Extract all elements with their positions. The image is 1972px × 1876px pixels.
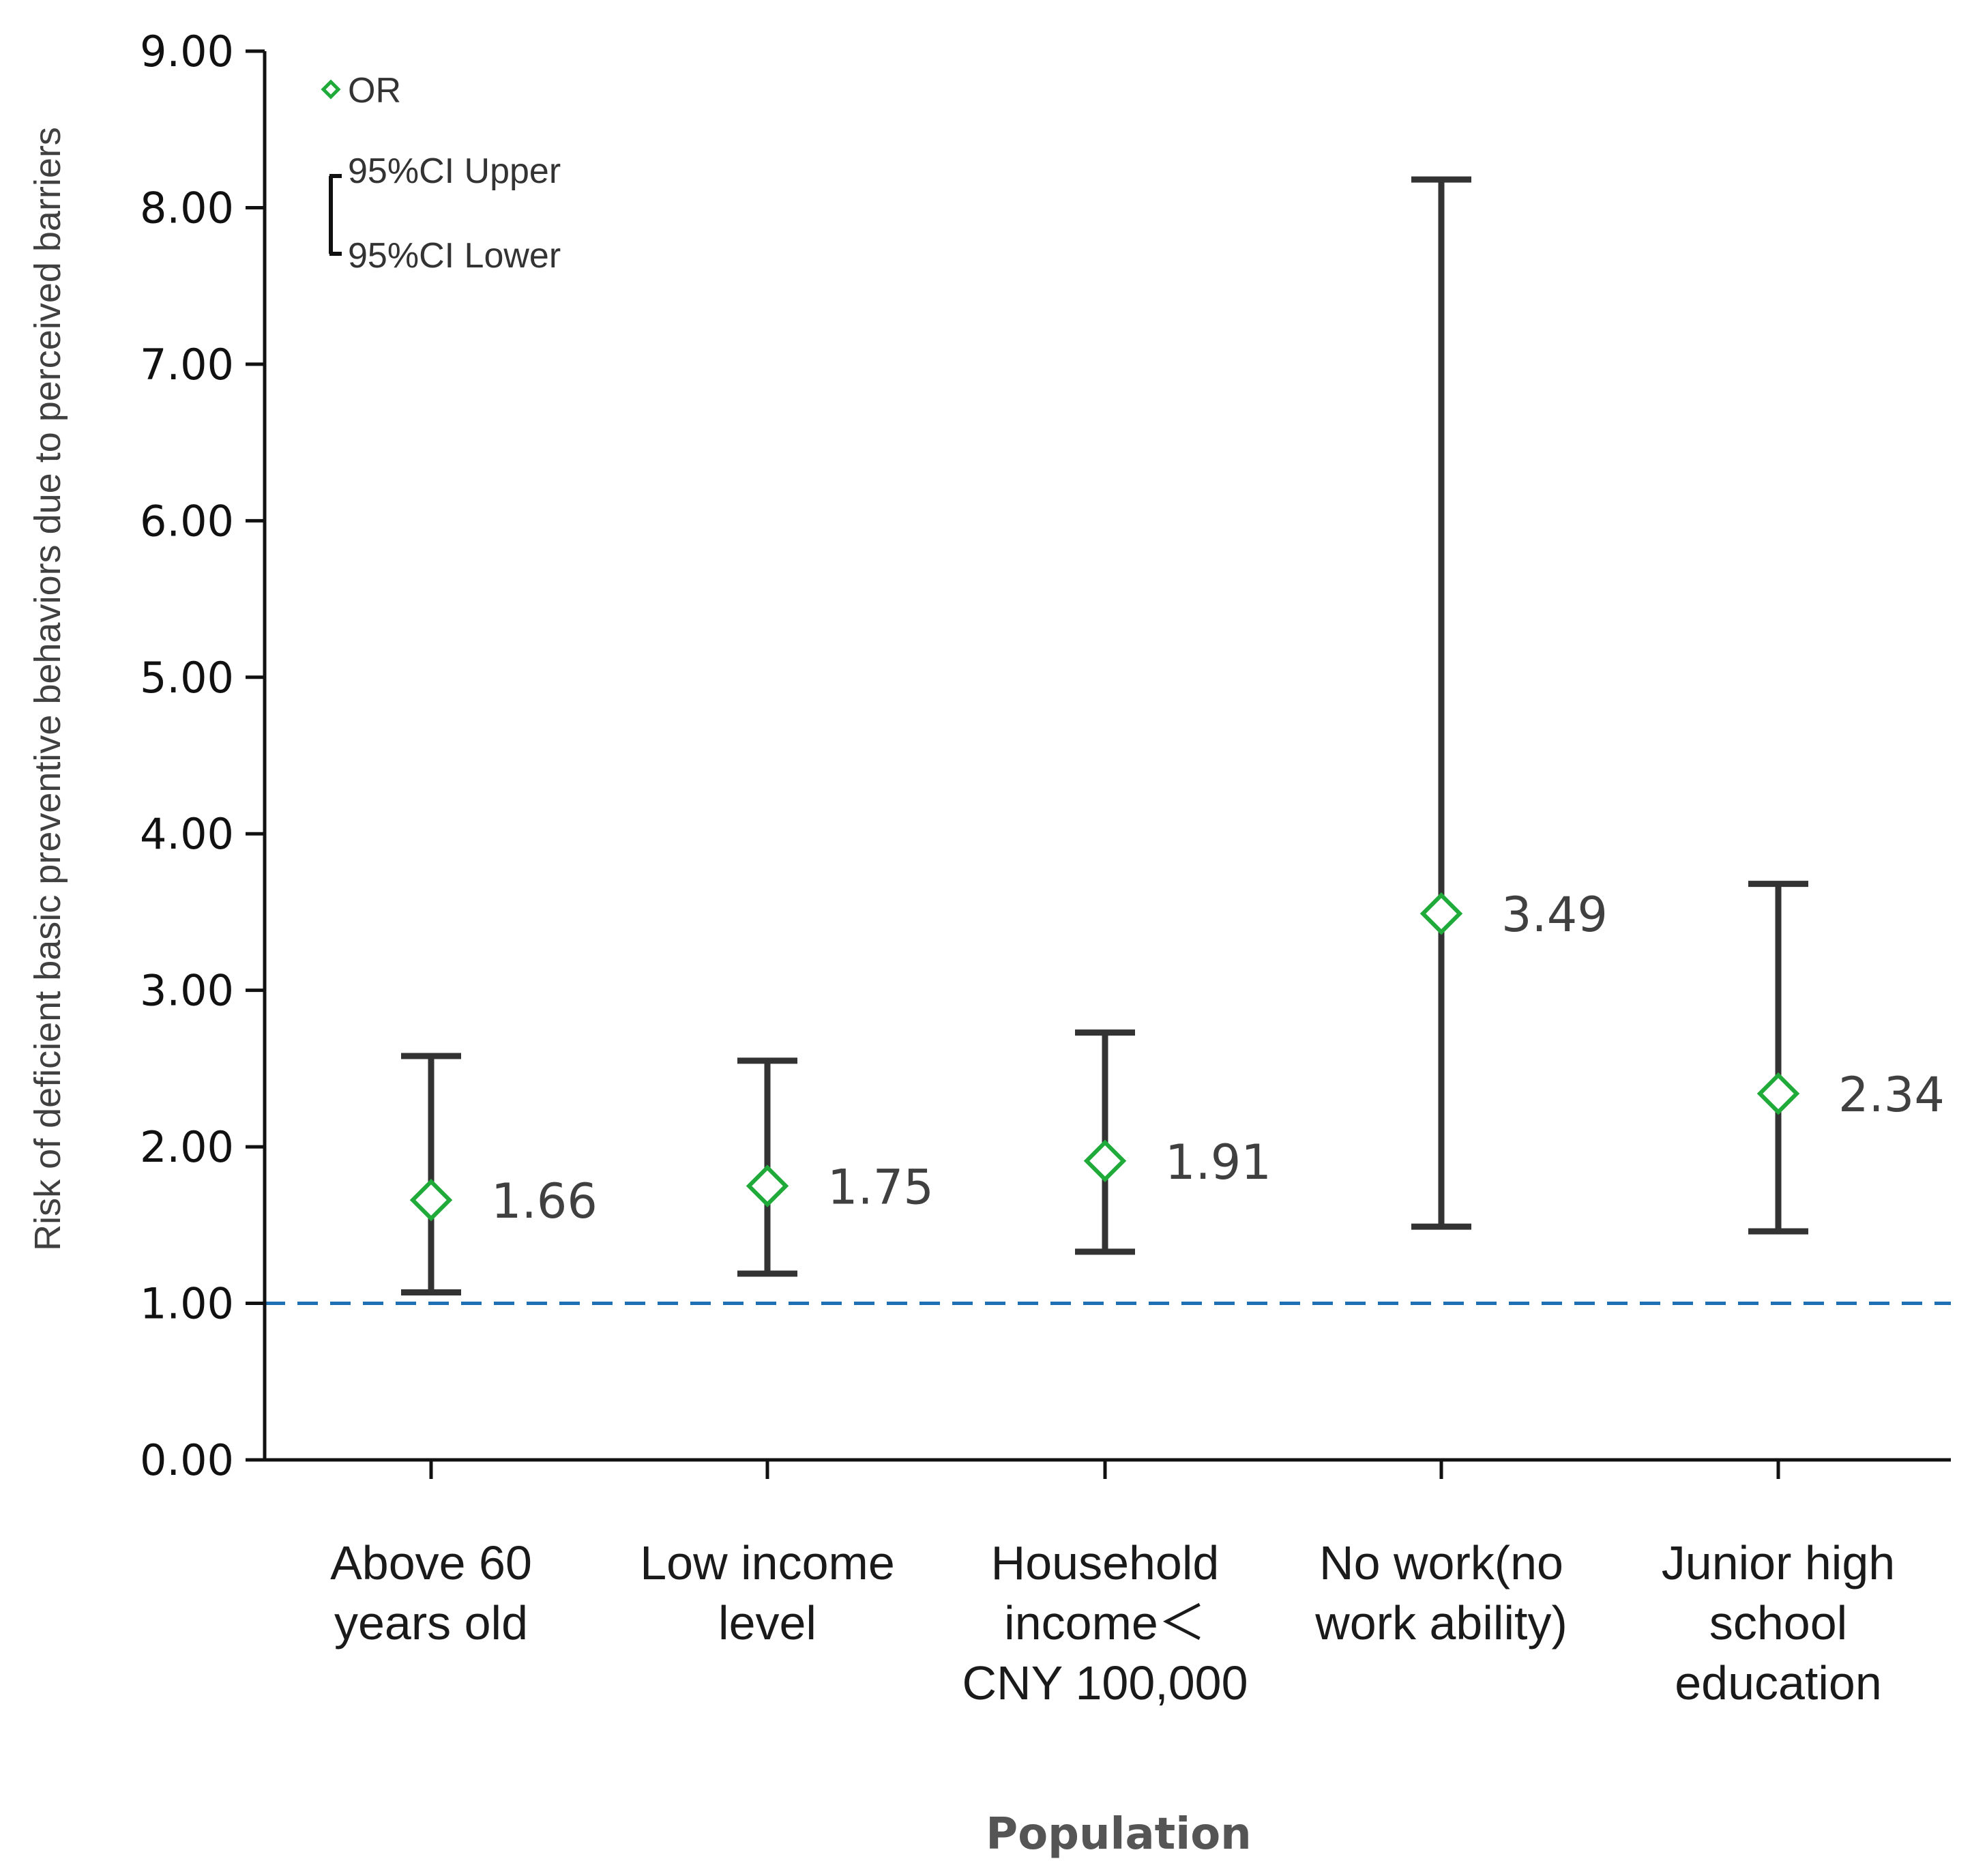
point-group: 2.34 bbox=[1748, 881, 1945, 1235]
y-tick-label: 1.00 bbox=[140, 1279, 234, 1329]
x-category-label-line: Above 60 bbox=[330, 1536, 532, 1589]
or-marker bbox=[1419, 892, 1463, 935]
x-category-label-line: school bbox=[1709, 1596, 1847, 1650]
series-layer: 1.66 1.75 1.91 3.49 2.34 bbox=[401, 176, 1945, 1295]
y-axis-title-group: Risk of deficient basic preventive behav… bbox=[27, 127, 68, 1251]
x-category-label-line: years old bbox=[334, 1596, 528, 1650]
point-group: 1.91 bbox=[1075, 1029, 1271, 1255]
x-axis-title: Population bbox=[986, 1809, 1251, 1860]
x-category-label-line: Junior high bbox=[1662, 1536, 1895, 1589]
point-group: 3.49 bbox=[1411, 176, 1608, 1230]
y-tick-label: 3.00 bbox=[140, 966, 234, 1016]
y-axis-title: Risk of deficient basic preventive behav… bbox=[27, 127, 68, 1251]
y-tick-label: 6.00 bbox=[140, 496, 234, 546]
legend-ci-upper-label: 95%CI Upper bbox=[348, 151, 561, 191]
x-category-label-line: education bbox=[1675, 1656, 1882, 1710]
x-category-label-line: income＜ bbox=[1004, 1596, 1206, 1650]
legend-ci-lower-label: 95%CI Lower bbox=[348, 236, 561, 276]
legend-or-marker bbox=[321, 79, 341, 100]
or-marker bbox=[1756, 1072, 1800, 1115]
x-category-label-line: work ability) bbox=[1314, 1596, 1568, 1650]
axes: 0.00 1.00 2.00 3.00 4.00 5.00 6.00 7.00 8.00 9.00… bbox=[140, 27, 1951, 1710]
or-value-label: 1.66 bbox=[491, 1173, 598, 1229]
y-tick-label: 8.00 bbox=[140, 183, 234, 233]
y-tick-label: 4.00 bbox=[140, 809, 234, 859]
x-category-label-line: level bbox=[718, 1596, 816, 1650]
or-value-label: 1.91 bbox=[1165, 1134, 1271, 1190]
or-marker bbox=[409, 1178, 453, 1222]
or-marker bbox=[746, 1164, 789, 1207]
x-category-label: Above 60 years old bbox=[330, 1536, 532, 1650]
point-group: 1.66 bbox=[401, 1053, 598, 1295]
y-tick-label: 0.00 bbox=[140, 1435, 234, 1485]
y-tick-label: 5.00 bbox=[140, 653, 234, 703]
x-category-label-line: No work(no bbox=[1319, 1536, 1563, 1589]
or-value-label: 3.49 bbox=[1501, 887, 1608, 943]
x-category-label-line: Household bbox=[991, 1536, 1220, 1589]
or-value-label: 1.75 bbox=[827, 1159, 934, 1215]
x-category-label: Junior high school education bbox=[1662, 1536, 1895, 1710]
y-tick-label: 7.00 bbox=[140, 340, 234, 390]
y-tick-label: 9.00 bbox=[140, 27, 234, 76]
y-tick-label: 2.00 bbox=[140, 1122, 234, 1172]
x-category-label: No work(no work ability) bbox=[1314, 1536, 1568, 1650]
or-marker bbox=[1083, 1139, 1127, 1183]
x-category-label: Household income＜ CNY 100,000 bbox=[962, 1536, 1248, 1710]
x-category-label: Low income level bbox=[640, 1536, 895, 1650]
x-category-label-line: CNY 100,000 bbox=[962, 1656, 1248, 1710]
legend: OR 95%CI Upper 95%CI Lower bbox=[321, 71, 561, 276]
legend-or-label: OR bbox=[348, 71, 401, 111]
point-group: 1.75 bbox=[737, 1057, 934, 1277]
x-category-label-line: Low income bbox=[640, 1536, 895, 1589]
or-value-label: 2.34 bbox=[1838, 1067, 1945, 1123]
